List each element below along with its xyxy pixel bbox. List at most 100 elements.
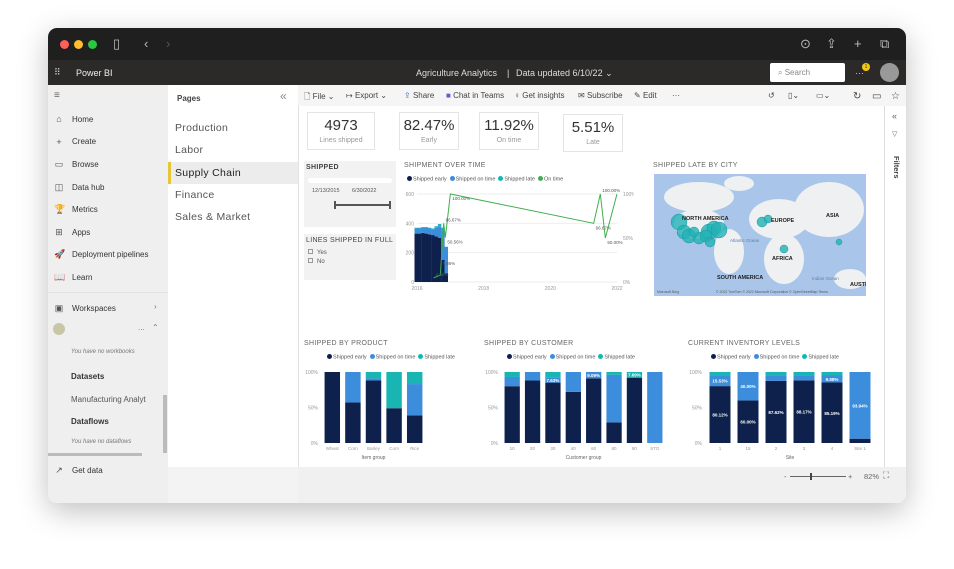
zoom-slider-handle[interactable] (810, 473, 812, 480)
bar-segment (345, 402, 361, 443)
bar-late (424, 227, 428, 228)
slicer-end-date[interactable]: 6/30/2022 (352, 188, 377, 194)
sidebar-item-deployment-pipelines[interactable]: 🚀 Deployment pipelines (54, 249, 149, 260)
sidebar-item-metrics[interactable]: 🏆 Metrics (54, 204, 98, 215)
shipment-over-time-chart: 0 200 400 600 0% 50% 100% 2016 2018 2020 2022 4.68%… (406, 188, 634, 292)
bar-segment (504, 386, 520, 443)
sidebar-item-create[interactable]: + Create (54, 137, 96, 147)
search-input[interactable]: ⌕ Search (770, 63, 845, 82)
x-tick-label: Corn (348, 446, 358, 451)
avatar[interactable] (880, 63, 899, 82)
landmass (714, 229, 744, 274)
sidebar-item-apps[interactable]: ⊞ Apps (54, 227, 90, 238)
app-launcher-icon[interactable]: ⠿ (54, 67, 61, 77)
sidebar-item-workspaces[interactable]: ▣ Workspaces (54, 303, 116, 314)
more-toolbar-button[interactable]: ··· (672, 91, 680, 100)
minimize-window-button[interactable] (74, 40, 83, 49)
x-tick-label: Corn (389, 446, 399, 451)
workspace-more-icon[interactable]: ... (138, 323, 145, 332)
dataset-item[interactable]: Manufacturing Analyt (71, 395, 146, 404)
page-tab-sales-market[interactable]: Sales & Market (175, 211, 251, 224)
forward-icon[interactable]: › (166, 36, 171, 51)
report-toolbar: 🗋 File ⌄ ↦ Export ⌄ ⇪ Share ■ Chat in Te… (298, 85, 906, 106)
fit-to-page-icon[interactable]: ⛶ (883, 470, 890, 480)
data-label: 87.62% (768, 410, 783, 415)
line-data-label: 7.86% (442, 261, 455, 266)
slider-handle-start[interactable] (334, 201, 336, 209)
share-button[interactable]: ⇪ Share (404, 91, 434, 100)
slicer-start-date[interactable]: 12/13/2015 (312, 188, 340, 194)
map-label: Indian Ocean (812, 276, 839, 281)
bookmark-icon[interactable]: ▯⌄ (788, 91, 800, 100)
kpi-value: 5.51% (571, 119, 615, 136)
page-tab-supply-chain[interactable]: Supply Chain (168, 161, 298, 184)
data-updated-dropdown[interactable]: Data updated 6/10/22 ⌄ (516, 68, 613, 79)
bar-segment (586, 378, 602, 443)
chat-in-teams-button[interactable]: ■ Chat in Teams (446, 91, 504, 100)
sidebar-item-browse[interactable]: ▭ Browse (54, 159, 99, 170)
bar-late (431, 228, 435, 230)
kpi-value: 11.92% (484, 117, 534, 134)
download-icon[interactable]: ⊙ (800, 36, 811, 51)
date-range-slider[interactable] (334, 204, 390, 206)
bar-segment (709, 386, 731, 443)
checkbox-no[interactable]: No (308, 258, 325, 265)
workspace-avatar[interactable] (53, 323, 65, 335)
share-icon[interactable]: ⇪ (826, 36, 837, 51)
sidebar-item-learn[interactable]: 📖 Learn (54, 272, 92, 283)
new-tab-icon[interactable]: + (854, 36, 862, 51)
bar-on_time (417, 228, 422, 234)
subscribe-button[interactable]: ✉ Subscribe (578, 91, 623, 100)
get-data-button[interactable]: ↗ Get data (54, 465, 102, 476)
page-tab-finance[interactable]: Finance (175, 188, 215, 201)
tabs-icon[interactable]: ⧉ (880, 36, 890, 51)
sidebar-item-home[interactable]: ⌂ Home (54, 114, 93, 124)
get-insights-button[interactable]: ♀ Get insights (514, 91, 564, 100)
back-icon[interactable]: ‹ (144, 36, 149, 51)
export-menu[interactable]: ↦ Export ⌄ (346, 91, 387, 100)
maximize-window-button[interactable] (88, 40, 97, 49)
page-tab-production[interactable]: Production (175, 122, 229, 134)
zoom-in-button[interactable]: + (848, 472, 853, 481)
legend-label: Shipped late (424, 354, 455, 361)
slicer-input[interactable] (308, 178, 392, 183)
sidebar-hscrollbar[interactable] (48, 453, 142, 456)
file-menu[interactable]: 🗋 File ⌄ (304, 92, 335, 101)
slider-handle-end[interactable] (389, 201, 391, 209)
reset-icon[interactable]: ↺ (768, 91, 775, 100)
x-tick-label: 10 (510, 446, 516, 451)
datasets-heading: Datasets (71, 372, 105, 381)
zoom-out-button[interactable]: - (784, 472, 787, 481)
view-icon[interactable]: ▭⌄ (816, 91, 831, 100)
collapse-pages-icon[interactable]: « (280, 89, 287, 103)
bar-early (444, 273, 448, 282)
page-tab-labor[interactable]: Labor (175, 144, 204, 157)
shipped-late-map[interactable]: NORTH AMERICA EUROPE ASIA AFRICA SOUTH AMERI… (654, 174, 866, 296)
star-icon[interactable]: ☆ (891, 91, 900, 102)
chevron-right-icon[interactable]: › (154, 302, 157, 311)
title-separator: | (507, 68, 510, 78)
edit-button[interactable]: ✎ Edit (634, 91, 657, 100)
sidebar-icon[interactable]: ▯ (113, 36, 121, 51)
sidebar-item-data-hub[interactable]: ◫ Data hub (54, 182, 105, 193)
more-options-icon[interactable]: … (855, 66, 864, 76)
sidebar-scrollbar[interactable] (163, 395, 167, 453)
checkbox-box[interactable] (308, 249, 313, 254)
bar-segment (324, 372, 341, 443)
bar-late (417, 227, 422, 229)
hamburger-menu-icon[interactable]: ≡ (54, 90, 60, 101)
bar-on_time (434, 227, 438, 237)
checkbox-box[interactable] (308, 258, 313, 263)
filters-pane[interactable]: « ▽ Filters (884, 106, 906, 467)
zoom-slider[interactable] (790, 476, 846, 477)
chevron-up-icon[interactable]: ⌃ (152, 323, 159, 332)
chart-legend: Shipped early Shipped on time Shipped late (324, 354, 455, 361)
expand-filters-icon[interactable]: « (892, 111, 898, 121)
close-window-button[interactable] (60, 40, 69, 49)
x-tick-label: Barley (367, 446, 381, 451)
comment-icon[interactable]: ▭ (872, 91, 882, 102)
y-tick-label: 0% (491, 441, 499, 447)
metrics-icon: 🏆 (54, 204, 66, 214)
refresh-icon[interactable]: ↻ (853, 91, 862, 102)
checkbox-yes[interactable]: Yes (308, 249, 327, 256)
